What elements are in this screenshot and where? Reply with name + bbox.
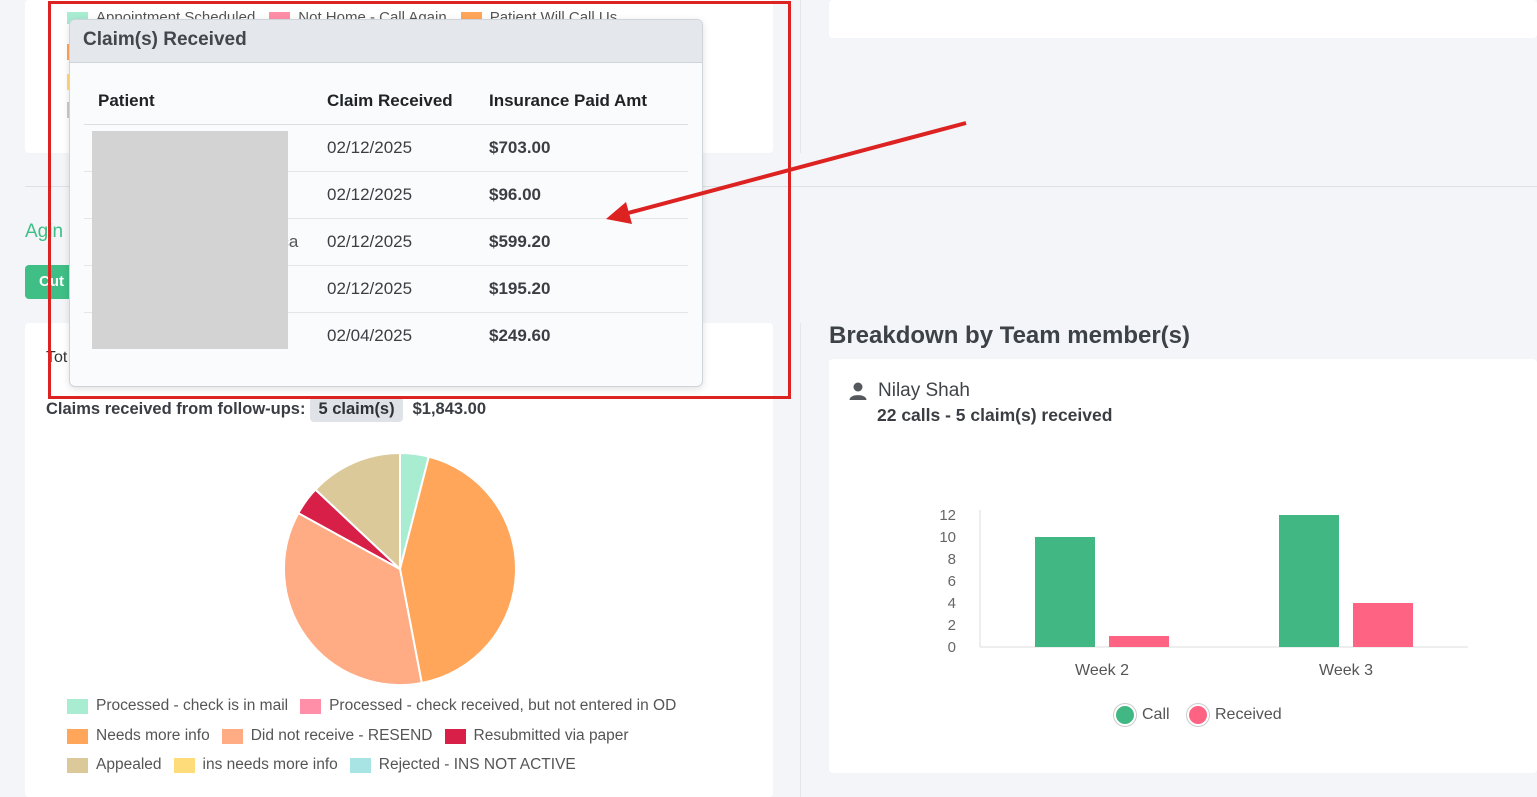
bar-received-week-2[interactable] [1109,636,1169,647]
y-tick-label: 6 [948,573,956,590]
top-right-card [829,0,1537,38]
team-member-bar-chart: 0 2 4 6 8 10 12 Week 2 Week 3 [939,507,1468,679]
claim-date: 02/12/2025 [327,218,489,266]
claim-date: 02/12/2025 [327,265,489,313]
pie-legend-row-1: Processed - check is in mail Processed - … [67,697,688,715]
paid-amount: $195.20 [489,265,688,313]
pie-legend-item-processed-check-received-but-not-entered-in-od[interactable]: Processed - check received, but not ente… [300,697,676,715]
user-icon [849,382,867,400]
pie-legend-item-rejected-ins-not-active[interactable]: Rejected - INS NOT ACTIVE [349,756,576,774]
legend-label: Appealed [96,756,162,773]
pie-slice-did-not-receive-resend[interactable] [283,511,423,686]
legend-swatch [300,698,322,714]
received-legend-label: Received [1215,706,1282,723]
legend-label: Resubmitted via paper [473,727,629,744]
y-tick-label: 4 [948,595,956,612]
y-tick-label: 2 [948,617,956,634]
legend-swatch [67,757,88,773]
pie-legend-row-2: Needs more info Did not receive - RESEND R… [67,727,641,745]
claim-date: 02/04/2025 [327,326,413,345]
paid-amount: $249.60 [489,326,551,345]
aging-section-title: Agin [25,221,64,242]
claim-status-pie-chart [283,451,517,686]
redaction-block [92,131,288,349]
claims-total-amount: $1,843.00 [412,400,487,418]
pie-slice-appealed[interactable] [314,451,401,572]
legend-swatch [67,728,88,744]
claims-summary: Claims received from follow-ups: 5 claim… [46,397,486,422]
breakdown-title: Breakdown by Team member(s) [829,322,1190,349]
y-tick-label: 12 [939,507,956,524]
table-header-row: Patient Claim Received Insurance Paid Am… [84,78,688,125]
pie-legend-item-needs-more-info[interactable]: Needs more info [67,727,210,745]
bar-legend-received[interactable]: Received [1187,704,1282,726]
legend-label: ins needs more info [202,756,338,773]
column-header-claim-received: Claim Received [327,78,489,125]
popover-title: Claim(s) Received [70,20,702,63]
x-tick-label: Week 3 [1319,662,1373,679]
call-legend-label: Call [1142,706,1170,723]
team-member-name: Nilay Shah [878,380,970,401]
claims-count-badge[interactable]: 5 claim(s) [310,397,403,422]
team-member-header: Nilay Shah [848,380,970,402]
column-divider-lower [800,323,801,797]
legend-label: Rejected - INS NOT ACTIVE [378,756,576,773]
legend-label: Needs more info [96,727,210,744]
bar-call-week-3[interactable] [1279,515,1339,647]
legend-label: Processed - check received, but not ente… [329,697,677,714]
pie-legend-row-3: Appealed ins needs more info Rejected - IN… [67,756,588,774]
received-legend-dot [1187,704,1209,726]
legend-swatch [67,698,88,714]
column-header-patient: Patient [84,78,327,125]
column-divider [800,0,801,153]
x-tick-label: Week 2 [1075,662,1129,679]
pie-legend-item-did-not-receive-resend[interactable]: Did not receive - RESEND [221,727,433,745]
claim-date: 02/12/2025 [327,124,489,172]
annotation-highlight-box [48,1,791,399]
legend-swatch [173,757,195,773]
pie-legend-item-processed-check-is-in-mail[interactable]: Processed - check is in mail [67,697,288,715]
legend-label: Processed - check is in mail [96,697,289,714]
paid-amount: $599.20 [489,218,688,266]
pie-legend-item-appealed[interactable]: Appealed [67,756,162,774]
legend-swatch [444,728,466,744]
legend-label: Did not receive - RESEND [250,727,433,744]
column-header-insurance-paid: Insurance Paid Amt [489,78,688,125]
team-card [829,359,1537,773]
y-tick-label: 10 [939,529,956,546]
y-tick-label: 0 [948,639,956,656]
pie-slice-needs-more-info[interactable] [398,455,517,685]
claim-date: 02/12/2025 [327,171,489,219]
pie-legend-item-ins-needs-more-info[interactable]: ins needs more info [173,756,338,774]
claims-summary-label: Claims received from follow-ups: [46,400,306,418]
bar-legend-call[interactable]: Call [1114,704,1170,726]
total-label: Tot [46,349,68,366]
bar-received-week-3[interactable] [1353,603,1413,647]
team-member-summary: 22 calls - 5 claim(s) received [877,405,1113,425]
bar-call-week-2[interactable] [1035,537,1095,647]
pie-legend-item-resubmitted-via-paper[interactable]: Resubmitted via paper [444,727,629,745]
call-legend-dot [1114,704,1136,726]
legend-swatch [349,757,371,773]
y-tick-label: 8 [948,551,956,568]
legend-swatch [221,728,243,744]
